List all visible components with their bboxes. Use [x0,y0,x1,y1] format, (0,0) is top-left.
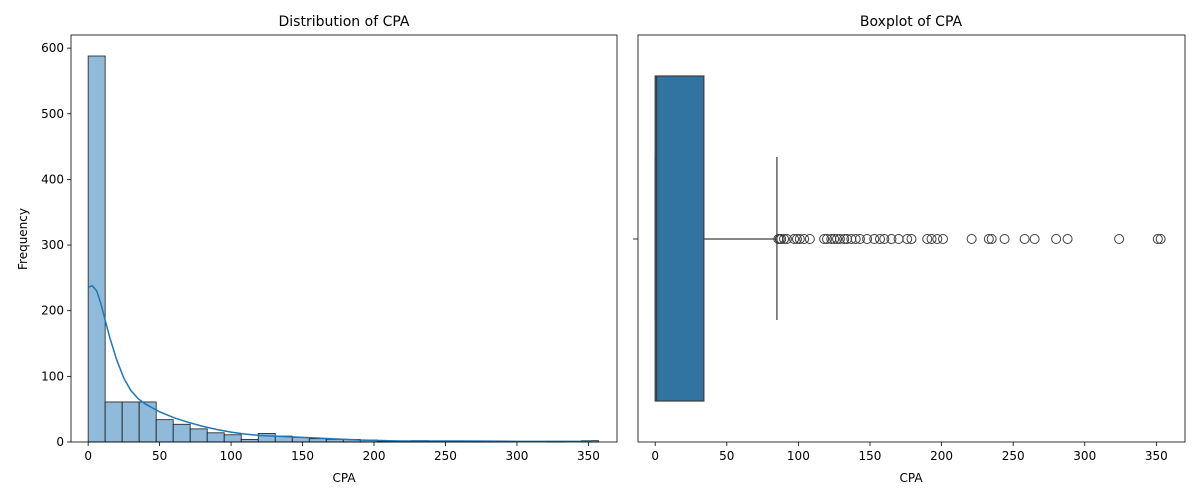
outlier-point [902,234,913,244]
outlier-point [854,234,865,244]
histogram-title: Distribution of CPA [279,14,410,30]
histogram-bar [87,55,106,443]
outlier-point [906,234,917,244]
x-tick-label: 150 [291,449,314,463]
outlier-point [983,234,994,244]
histogram-bar [189,428,208,443]
outlier-point [779,234,790,244]
histogram-bar [223,434,242,443]
histogram-y-ticks: 0 100 200 300 400 500 600 [41,41,71,449]
x-tick-label: 50 [719,449,734,463]
outlier-point [1152,234,1163,244]
outlier-point [879,234,890,244]
histogram-bars [87,55,599,443]
x-tick-label: 250 [434,449,457,463]
outlier-point [794,234,805,244]
outlier-point [922,234,933,244]
boxplot-axes-frame [637,34,1186,443]
outlier-point [999,234,1010,244]
kde-line [87,284,592,443]
boxplot-x-label: CPA [899,471,923,485]
x-tick-label: 100 [787,449,810,463]
outlier-point [850,234,861,244]
outlier-point [789,234,800,244]
outlier-point [874,234,885,244]
outlier-point [781,234,792,244]
histogram-panel: Distribution of CPA 0 50 100 150 200 250 300 35… [16,14,618,485]
outlier-point [776,234,787,244]
outlier-point [1155,234,1166,244]
boxplot-outliers [773,234,1166,244]
x-tick-label: 250 [1002,449,1025,463]
outlier-point [862,234,873,244]
x-tick-label: 0 [84,449,92,463]
outlier-point [832,234,843,244]
x-tick-label: 200 [363,449,386,463]
x-tick-label: 100 [220,449,243,463]
histogram-bar [155,419,174,443]
outlier-point [1051,234,1062,244]
outlier-point [986,234,997,244]
outlier-point [938,234,949,244]
histogram-bar [308,438,327,443]
histogram-x-ticks: 0 50 100 150 200 250 300 350 [84,442,600,463]
x-tick-label: 50 [152,449,167,463]
histogram-bar [206,432,225,443]
histogram-x-label: CPA [332,471,356,485]
y-tick-label: 300 [41,238,64,252]
x-tick-label: 200 [930,449,953,463]
outlier-point [1062,234,1073,244]
boxplot-title: Boxplot of CPA [860,14,963,30]
y-tick-label: 400 [41,172,64,186]
histogram-axes-frame [70,34,618,443]
y-tick-label: 500 [41,107,64,121]
boxplot-x-ticks: 0 50 100 150 200 250 300 350 [651,442,1168,463]
outlier-point [926,234,937,244]
outlier-point [799,234,810,244]
histogram-bar [172,423,191,443]
boxplot-elements [654,75,778,402]
outlier-point [1114,234,1125,244]
y-tick-label: 100 [41,369,64,383]
x-tick-label: 300 [1073,449,1096,463]
outlier-point [834,234,845,244]
y-tick-label: 0 [56,435,64,449]
outlier-point [791,234,802,244]
histogram-bar [121,401,140,443]
histogram-bar [104,401,123,443]
outlier-point [1029,234,1040,244]
outlier-point [804,234,815,244]
outlier-point [932,234,943,244]
outlier-point [886,234,897,244]
outlier-point [869,234,880,244]
outlier-point [819,234,830,244]
iqr-box [654,75,705,402]
histogram-y-label: Frequency [16,208,30,270]
x-tick-label: 0 [651,449,659,463]
y-tick-label: 600 [41,41,64,55]
outlier-point [966,234,977,244]
outlier-point [822,234,833,244]
x-tick-label: 150 [859,449,882,463]
y-tick-label: 200 [41,304,64,318]
outlier-point [829,234,840,244]
outlier-point [1019,234,1030,244]
outlier-point [839,234,850,244]
x-tick-label: 300 [505,449,528,463]
boxplot-panel: Boxplot of CPA 0 50 100 150 200 250 300 350 CPA [633,14,1186,485]
x-tick-label: 350 [577,449,600,463]
x-tick-label: 350 [1145,449,1168,463]
